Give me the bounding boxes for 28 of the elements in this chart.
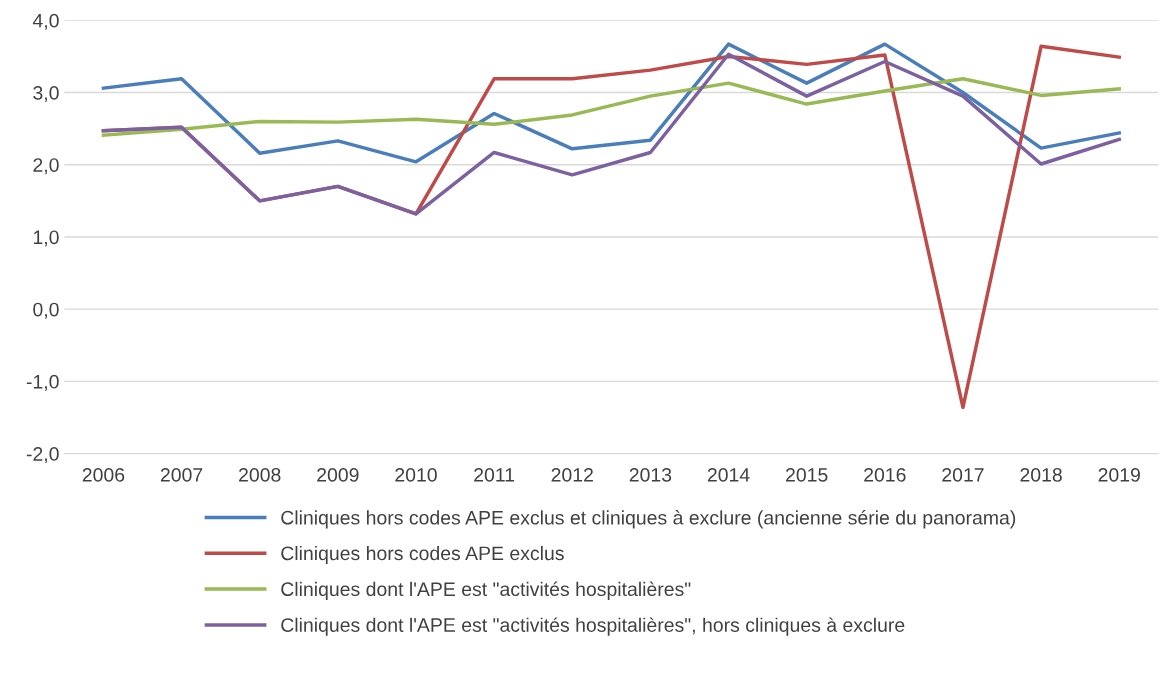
- y-tick-label: 4,0: [32, 13, 59, 30]
- y-tick-label: 1,0: [33, 230, 59, 247]
- legend-label: Cliniques dont l'APE est "activités hospitalières": [281, 581, 691, 600]
- x-tick-label: 2013: [629, 467, 672, 482]
- line-series: [101, 77, 1121, 137]
- x-tick-label: 2007: [160, 467, 203, 482]
- x-tick-label: 2006: [82, 467, 125, 482]
- x-tick-label: 2018: [1020, 467, 1062, 482]
- x-tick-label: 2011: [474, 467, 515, 482]
- x-tick-label: 2014: [707, 467, 750, 482]
- legend-label: Cliniques dont l'APE est "activités hospitalières", hors cliniques à exclure: [281, 617, 905, 636]
- y-tick-label: -1,0: [26, 374, 59, 391]
- legend-label: Cliniques hors codes APE exclus et cliniques à exclure (ancienne série du panorama): [281, 510, 1016, 529]
- line-series: [101, 52, 1121, 216]
- x-tick-label: 2016: [864, 467, 906, 482]
- y-tick-label: 2,0: [33, 158, 59, 175]
- x-tick-label: 2008: [239, 467, 281, 482]
- y-tick-label: 0,0: [33, 302, 59, 319]
- y-tick-label: 3,0: [33, 85, 59, 103]
- y-tick-label: -2,0: [26, 447, 59, 464]
- x-tick-label: 2017: [942, 467, 984, 482]
- x-tick-label: 2009: [317, 467, 359, 482]
- line-series: [101, 42, 1121, 164]
- x-tick-label: 2019: [1098, 467, 1140, 482]
- legend-label: Cliniques hors codes APE exclus: [281, 545, 564, 565]
- x-tick-label: 2010: [395, 467, 437, 482]
- x-tick-label: 2015: [786, 467, 828, 482]
- x-tick-label: 2012: [551, 467, 593, 482]
